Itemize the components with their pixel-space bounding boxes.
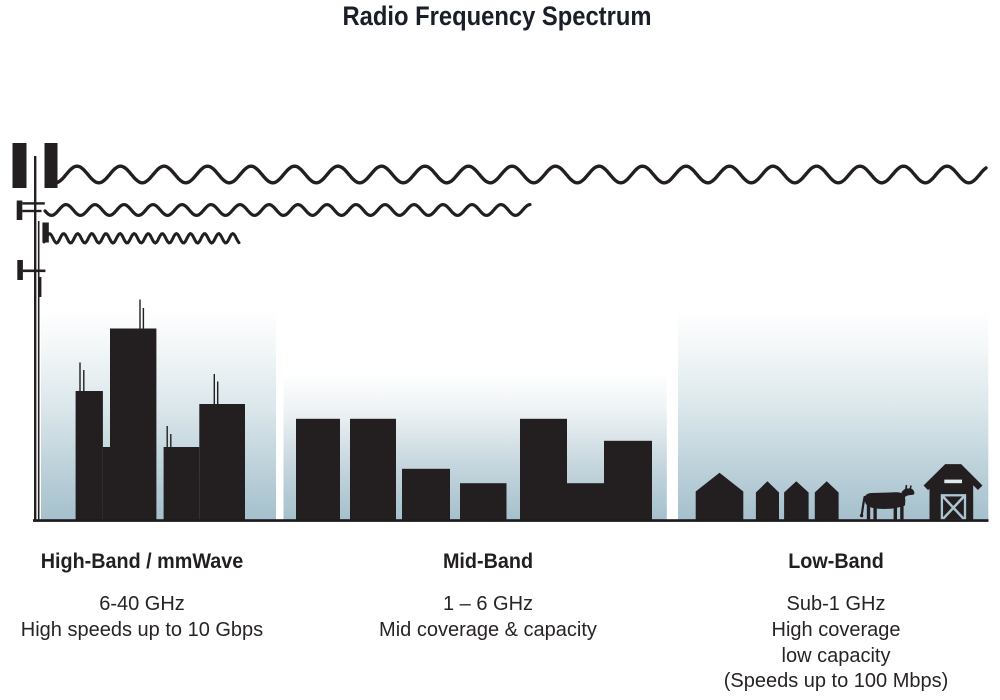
band-title-mid: Mid-Band <box>442 549 534 573</box>
house-icon <box>814 481 839 521</box>
mid-frequency-wave <box>43 202 532 218</box>
band-detail-line: (Speeds up to 100 Mbps) <box>723 670 949 693</box>
ground-line <box>33 519 989 522</box>
house-icon <box>755 481 779 521</box>
band-lines-high: 6-40 GHz High speeds up to 10 Gbps <box>0 592 342 644</box>
barn-icon <box>923 464 983 522</box>
cell-tower-icon <box>12 143 58 521</box>
band-detail-line: Mid coverage & capacity <box>379 618 597 641</box>
radio-waves <box>42 164 988 245</box>
page-title: Radio Frequency Spectrum <box>342 1 652 31</box>
band-lines-mid: 1 – 6 GHz Mid coverage & capacity <box>288 592 688 644</box>
band-detail-line: Sub-1 GHz <box>786 593 886 615</box>
barn-door-cross <box>941 494 966 521</box>
band-lines-low: Sub-1 GHz High coverage low capacity (Speed… <box>636 592 1000 695</box>
high-frequency-short-wave <box>42 231 241 245</box>
house-icon <box>695 472 744 521</box>
mid-band-buildings <box>296 418 652 521</box>
band-detail-line: High speeds up to 10 Gbps <box>20 618 264 641</box>
band-detail-line: 1 – 6 GHz <box>442 593 534 615</box>
high-band-city-skyline <box>75 299 245 521</box>
band-detail-line: 6-40 GHz <box>99 593 185 615</box>
barn-vent <box>944 479 962 484</box>
house-icon <box>784 481 809 521</box>
band-detail-line: low capacity <box>781 644 891 667</box>
band-title-low: Low-Band <box>788 549 884 573</box>
band-title-high: High-Band / mmWave <box>40 549 244 573</box>
cow-icon <box>859 484 915 520</box>
low-band-countryside <box>695 464 983 522</box>
band-detail-line: High coverage <box>771 618 901 641</box>
low-frequency-long-wave <box>54 164 988 185</box>
